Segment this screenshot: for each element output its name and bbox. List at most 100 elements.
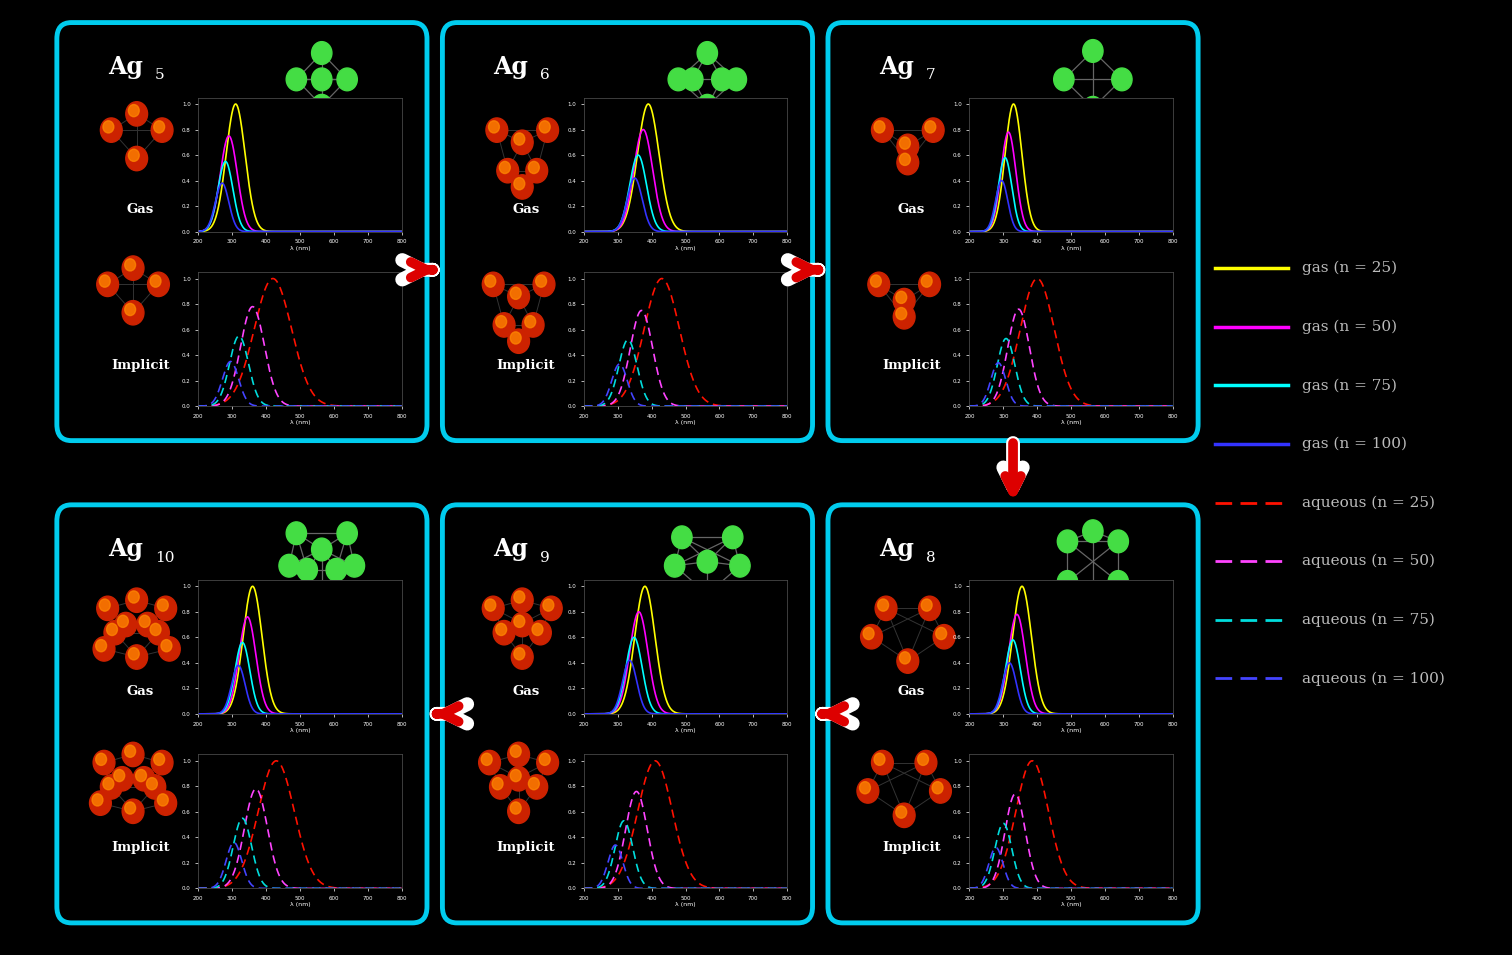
Circle shape [151, 751, 172, 775]
Circle shape [129, 591, 139, 603]
Circle shape [712, 68, 732, 91]
Circle shape [1054, 68, 1074, 91]
Text: Implicit: Implicit [110, 359, 169, 372]
Circle shape [511, 175, 534, 199]
Circle shape [115, 612, 136, 637]
Circle shape [482, 596, 503, 621]
Circle shape [723, 526, 742, 549]
Circle shape [918, 753, 928, 765]
Circle shape [671, 526, 692, 549]
Circle shape [508, 285, 529, 308]
Circle shape [311, 68, 333, 91]
Circle shape [133, 767, 154, 791]
Circle shape [337, 521, 357, 544]
Circle shape [311, 586, 333, 609]
Circle shape [296, 559, 318, 582]
Circle shape [125, 146, 148, 171]
Circle shape [697, 42, 718, 64]
Circle shape [535, 275, 546, 287]
FancyBboxPatch shape [829, 23, 1198, 440]
Circle shape [125, 588, 148, 612]
X-axis label: λ (nm): λ (nm) [290, 245, 310, 250]
Circle shape [860, 625, 883, 649]
Circle shape [525, 315, 535, 328]
Circle shape [286, 521, 307, 544]
Circle shape [528, 777, 540, 790]
Text: Gas: Gas [898, 202, 925, 216]
Circle shape [895, 806, 907, 818]
Text: Ag: Ag [107, 55, 142, 79]
Circle shape [122, 256, 144, 280]
Circle shape [868, 272, 889, 296]
Circle shape [106, 624, 118, 635]
Circle shape [528, 161, 540, 174]
X-axis label: λ (nm): λ (nm) [290, 728, 310, 732]
Circle shape [496, 624, 507, 635]
Circle shape [499, 161, 510, 174]
Circle shape [160, 640, 172, 651]
Text: Gas: Gas [127, 202, 154, 216]
Text: aqueous (n = 100): aqueous (n = 100) [1302, 671, 1445, 686]
Circle shape [311, 95, 333, 117]
Circle shape [919, 596, 940, 621]
Circle shape [479, 751, 500, 775]
Circle shape [863, 627, 874, 640]
Text: aqueous (n = 50): aqueous (n = 50) [1302, 554, 1435, 568]
Circle shape [92, 794, 103, 806]
Circle shape [514, 133, 525, 145]
Circle shape [112, 767, 133, 791]
Circle shape [925, 120, 936, 133]
Text: Implicit: Implicit [496, 359, 555, 372]
Text: Implicit: Implicit [881, 841, 940, 855]
FancyBboxPatch shape [829, 505, 1198, 923]
Circle shape [1083, 39, 1104, 62]
Circle shape [148, 272, 169, 296]
Text: aqueous (n = 75): aqueous (n = 75) [1302, 612, 1435, 626]
Circle shape [488, 120, 499, 133]
Text: Ag: Ag [493, 55, 528, 79]
X-axis label: λ (nm): λ (nm) [290, 420, 310, 425]
Circle shape [897, 649, 919, 673]
Circle shape [481, 753, 491, 765]
Circle shape [514, 647, 525, 660]
Circle shape [510, 287, 522, 299]
Circle shape [871, 751, 894, 775]
Circle shape [122, 742, 144, 767]
Circle shape [159, 637, 180, 661]
Circle shape [124, 259, 136, 271]
Circle shape [514, 178, 525, 190]
Circle shape [122, 799, 144, 823]
Circle shape [311, 538, 333, 561]
Circle shape [540, 120, 550, 133]
Circle shape [543, 599, 553, 611]
Circle shape [97, 272, 118, 296]
Circle shape [125, 102, 148, 126]
Circle shape [1111, 68, 1132, 91]
Circle shape [129, 104, 139, 117]
Circle shape [514, 591, 525, 603]
Circle shape [540, 753, 550, 765]
X-axis label: λ (nm): λ (nm) [676, 245, 696, 250]
Circle shape [697, 583, 718, 605]
Circle shape [327, 559, 346, 582]
Circle shape [100, 117, 122, 142]
Circle shape [144, 775, 166, 799]
Circle shape [485, 275, 496, 287]
Text: 9: 9 [540, 551, 550, 564]
Circle shape [490, 775, 511, 799]
Circle shape [136, 770, 147, 781]
Circle shape [511, 645, 534, 669]
Text: Gas: Gas [513, 685, 540, 698]
Circle shape [150, 275, 160, 287]
Circle shape [508, 329, 529, 353]
FancyBboxPatch shape [443, 23, 812, 440]
Circle shape [1083, 96, 1104, 119]
Circle shape [100, 775, 122, 799]
Circle shape [154, 791, 177, 816]
Circle shape [897, 134, 919, 159]
Circle shape [286, 68, 307, 91]
Text: 6: 6 [540, 69, 550, 82]
Circle shape [151, 117, 172, 142]
Circle shape [508, 767, 529, 791]
Circle shape [508, 799, 529, 823]
